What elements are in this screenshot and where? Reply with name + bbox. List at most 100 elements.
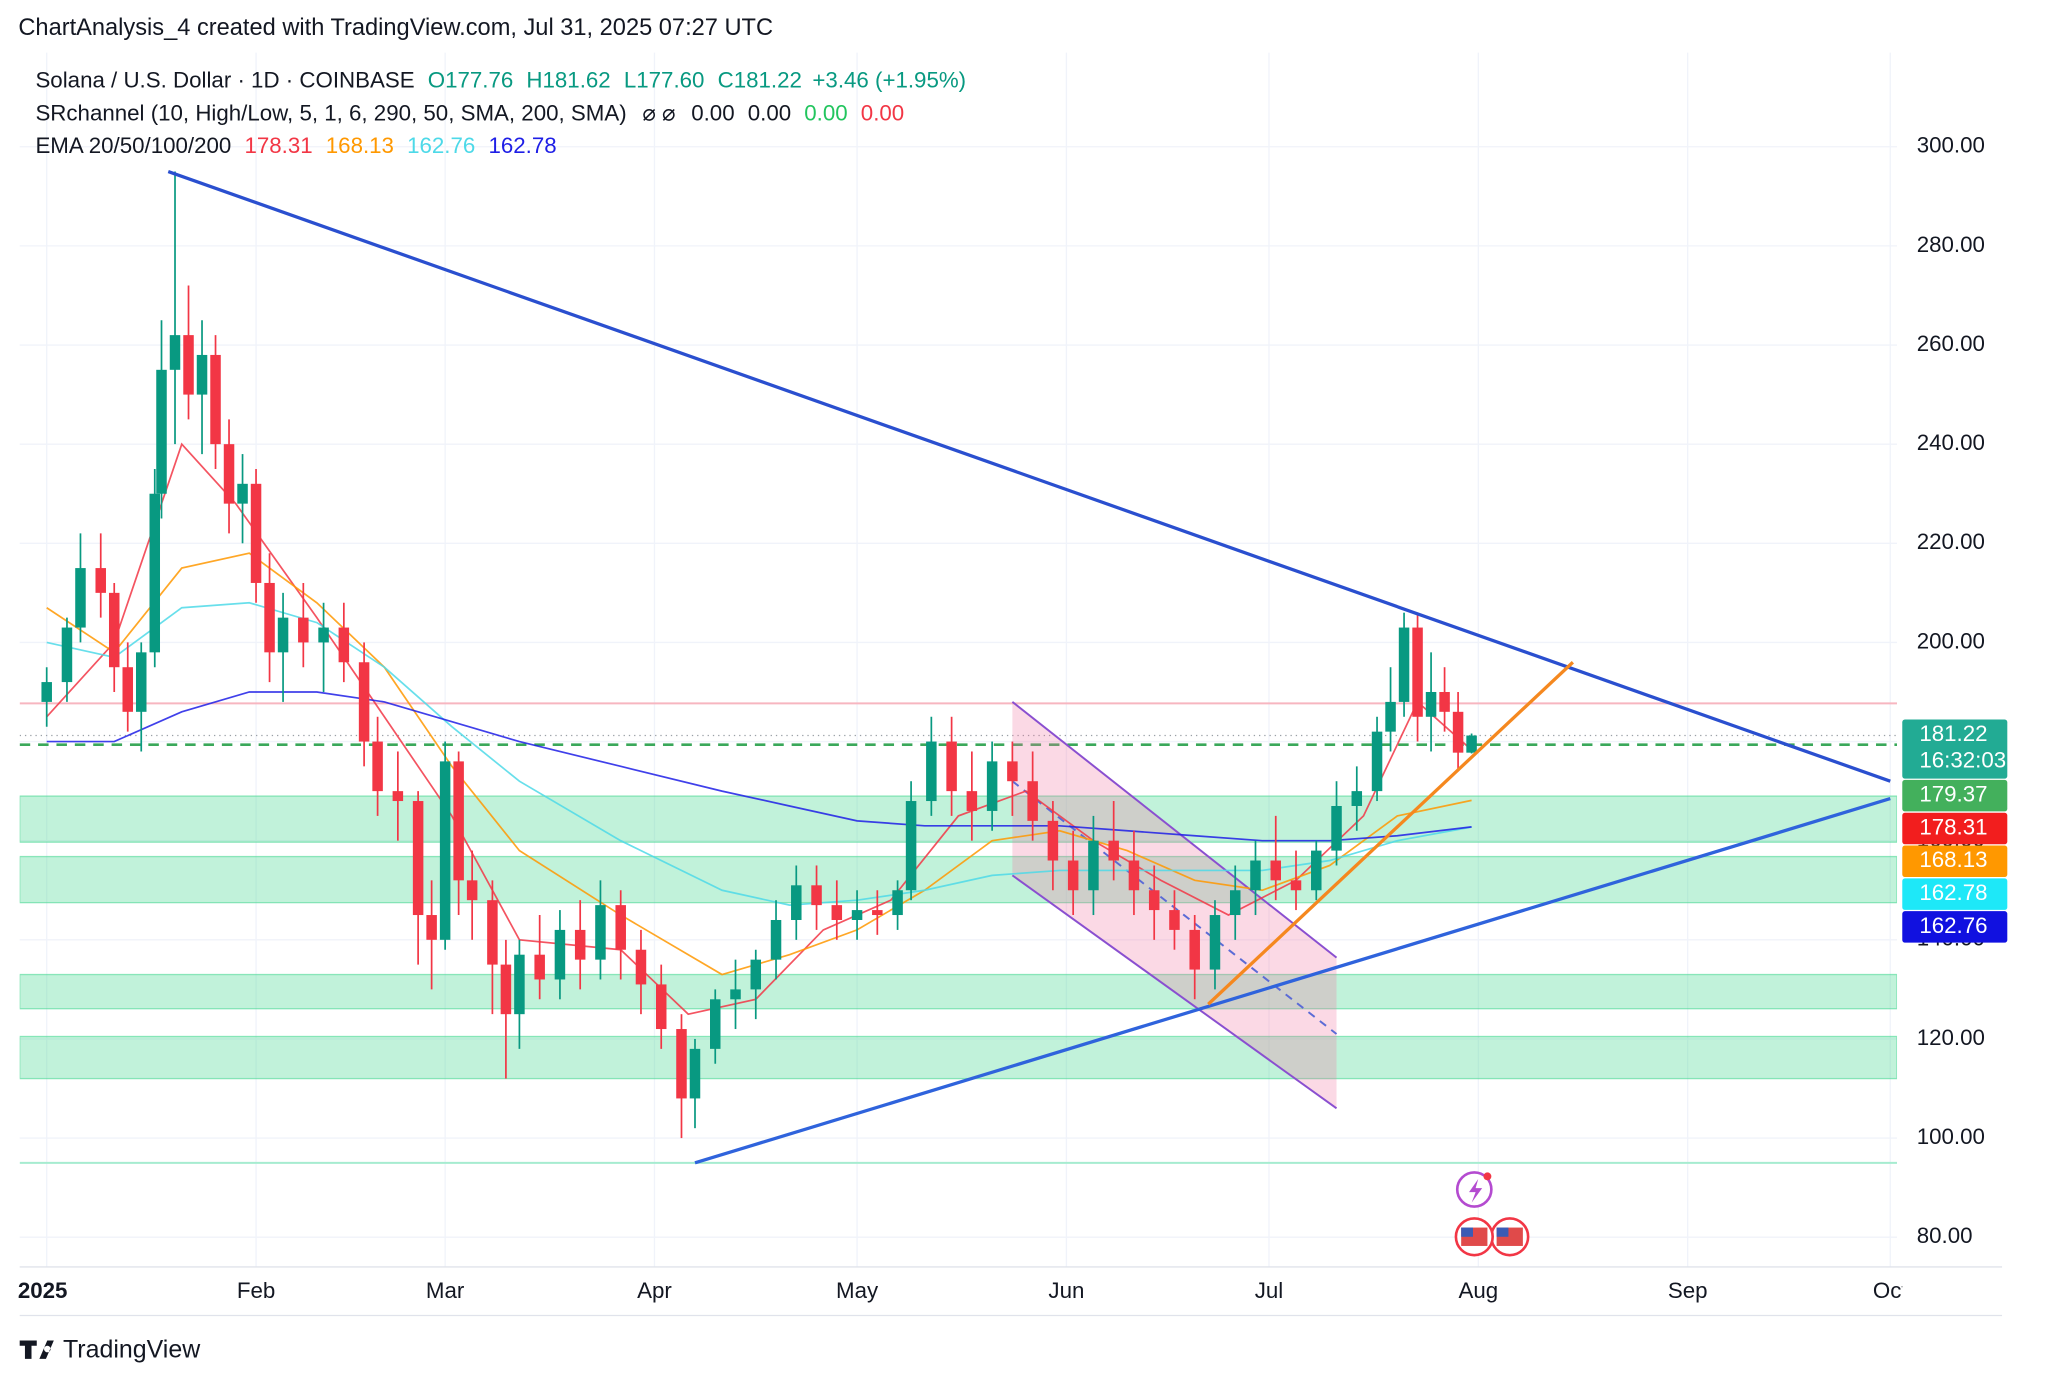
price-badge-text: 16:32:03 <box>1919 747 2006 772</box>
candle-body <box>183 335 194 395</box>
flag <box>1496 1227 1509 1237</box>
trendline <box>167 170 1891 783</box>
candle-body <box>318 627 329 643</box>
candle-body <box>811 885 822 906</box>
candle-body <box>791 885 802 920</box>
candle-body <box>554 929 566 980</box>
candle-body <box>1108 840 1119 861</box>
candle-body <box>1067 860 1079 891</box>
y-tick-label: 120.00 <box>1917 1025 1985 1050</box>
x-labels: 2025 Feb Mar Apr May Jun Jul Aug Sep Oct <box>18 1278 1908 1303</box>
x-tick-label: Aug <box>1458 1278 1498 1303</box>
x-tick-label: 2025 <box>18 1278 68 1303</box>
candle-body <box>250 483 262 583</box>
candle-body <box>466 880 478 901</box>
candle-body <box>156 369 167 494</box>
x-tick-label: May <box>836 1278 879 1303</box>
candle-body <box>534 954 545 980</box>
price-badge-text: 181.22 <box>1919 721 1987 746</box>
candle-body <box>412 801 424 916</box>
candle-body <box>966 791 978 811</box>
channel-bottom <box>1011 874 1338 1110</box>
candle-body <box>1209 915 1221 970</box>
candle-body <box>108 592 120 668</box>
candle-body <box>264 582 275 653</box>
candle-body <box>595 905 606 960</box>
candle-body <box>574 929 586 960</box>
sr-zone <box>19 1035 1898 1080</box>
ema-value: 168.13 <box>326 133 394 158</box>
price-badge-text: 162.76 <box>1919 913 1987 938</box>
price-badge <box>1902 845 2008 878</box>
candle-body <box>1290 880 1302 891</box>
candle-body <box>1189 929 1200 970</box>
y-tick-label: 260.00 <box>1917 331 1985 356</box>
price-badge <box>1902 911 2008 943</box>
grid <box>19 52 1898 1267</box>
sr-value: 0.00 <box>691 100 734 125</box>
y-tick-label: 220.00 <box>1917 529 1985 554</box>
y-tick-label: 100.00 <box>1917 1124 1985 1149</box>
sr-zone <box>19 973 1898 1010</box>
y-tick-label: 240.00 <box>1917 430 1985 455</box>
candle-body <box>635 949 647 985</box>
candle-body <box>122 667 133 712</box>
price-badge-text: 178.31 <box>1919 814 1987 839</box>
candle-body <box>926 741 937 802</box>
sr-legend: SRchannel (10, High/Low, 5, 1, 6, 290, 5… <box>35 100 904 125</box>
ohlc: O177.76 <box>428 67 514 92</box>
ema-label: EMA 20/50/100/200 <box>35 133 231 158</box>
ema-value: 162.76 <box>407 133 475 158</box>
channel-top <box>1011 701 1338 959</box>
y-tick-label: 200.00 <box>1917 628 1985 653</box>
candle-body <box>237 483 248 504</box>
candle-body <box>453 761 464 881</box>
candle-body <box>1439 691 1450 712</box>
candle-body <box>831 905 843 920</box>
sr-value: 0.00 <box>861 100 904 125</box>
x-tick-label: Oct <box>1873 1278 1908 1303</box>
candle-body <box>1047 820 1059 861</box>
ohlc: C181.22 <box>718 67 802 92</box>
symbol: Solana / U.S. Dollar · 1D · COINBASE <box>35 67 414 92</box>
price-badge <box>1902 812 2008 845</box>
candle-body <box>223 444 235 504</box>
y-tick-label: 300.00 <box>1917 133 1985 158</box>
candle-body <box>149 493 161 653</box>
candle-body <box>1128 860 1140 891</box>
candle-body <box>439 761 451 940</box>
ema-legend: EMA 20/50/100/200 178.31 168.13 162.76 162.7… <box>35 133 556 158</box>
candle-body <box>1398 627 1410 702</box>
price-badge <box>1902 719 2008 779</box>
candle-body <box>946 741 957 792</box>
candle-body <box>1229 890 1241 916</box>
candle-body <box>1169 910 1180 930</box>
ohlc: H181.62 <box>526 67 610 92</box>
candle-body <box>905 801 917 891</box>
price-badge <box>1902 878 2008 910</box>
candle-body <box>372 741 383 792</box>
candle-body <box>615 905 626 950</box>
candle-body <box>1385 701 1396 732</box>
candle-body <box>1007 761 1018 782</box>
candle-body <box>872 910 883 916</box>
brand-name: TradingView <box>63 1336 201 1364</box>
price-badge-text: 168.13 <box>1919 847 1987 872</box>
candle-body <box>61 627 73 683</box>
ohlc: L177.60 <box>624 67 705 92</box>
candle-body <box>135 652 147 712</box>
x-tick-label: Jun <box>1048 1278 1084 1303</box>
candle-body <box>210 354 221 445</box>
price-badge-text: 162.78 <box>1919 880 1987 905</box>
candle-body <box>298 617 309 643</box>
candle-body <box>277 617 289 653</box>
event-icon-bolt <box>1469 1178 1483 1203</box>
sr-zone <box>19 855 1898 904</box>
candle-body <box>689 1048 701 1099</box>
event-icons <box>1454 1171 1530 1257</box>
candle-body <box>1250 860 1261 891</box>
candle-body <box>676 1029 687 1099</box>
